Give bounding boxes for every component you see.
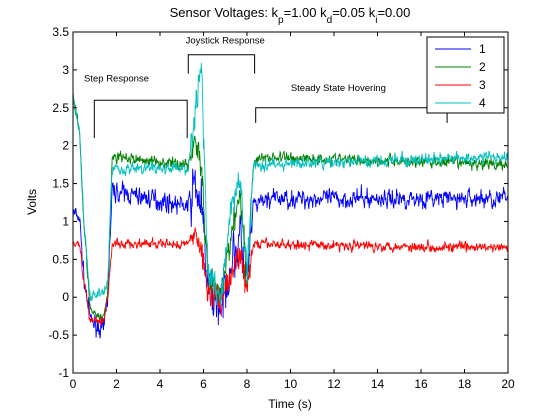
legend-box	[426, 36, 505, 114]
annotation-bracket-2	[187, 54, 256, 74]
y-tick-label: -1	[58, 366, 69, 380]
y-tick-label: 3	[62, 63, 69, 77]
y-tick-label: 1	[62, 214, 69, 228]
y-tick-label: -0.5	[48, 328, 69, 342]
legend-label-2: 2	[479, 60, 486, 74]
annotation-label-3: Steady State Hovering	[291, 83, 386, 94]
y-tick-label: 3.5	[52, 25, 69, 39]
annotation-bracket-3	[255, 107, 448, 123]
chart-title: Sensor Voltages: kp=1.00 kd=0.05 ki=0.00	[170, 5, 411, 26]
x-tick-label: 0	[70, 377, 77, 391]
legend-label-1: 1	[479, 42, 486, 56]
x-tick-label: 10	[284, 377, 298, 391]
x-tick-label: 2	[113, 377, 120, 391]
x-axis-label: Time (s)	[268, 397, 312, 411]
series-line-4	[72, 62, 509, 306]
series-line-2	[72, 91, 509, 323]
series-line-1	[72, 168, 509, 339]
x-tick-label: 4	[157, 377, 164, 391]
x-tick-label: 8	[244, 377, 251, 391]
legend-label-3: 3	[479, 78, 486, 92]
x-tick-label: 12	[327, 377, 341, 391]
y-tick-label: 0.5	[52, 252, 69, 266]
legend: 1 2 3 4	[426, 36, 505, 114]
legend-label-4: 4	[479, 96, 486, 110]
x-tick-label: 20	[501, 377, 515, 391]
annotation-label-1: Step Response	[84, 73, 149, 84]
series-line-3	[72, 226, 509, 326]
x-tick-label: 18	[458, 377, 472, 391]
plot-area: 0 2 4 6 8 10 12 14 16 18 20-1-0.500.511.522.533.5S…	[48, 25, 515, 391]
x-tick-label: 16	[414, 377, 428, 391]
y-tick-label: 2	[62, 139, 69, 153]
y-tick-label: 0	[62, 290, 69, 304]
annotation-label-2: Joystick Response	[186, 35, 265, 46]
x-tick-label: 14	[371, 377, 385, 391]
annotation-bracket-1	[93, 99, 188, 139]
x-tick-label: 6	[200, 377, 207, 391]
y-tick-label: 1.5	[52, 177, 69, 191]
y-tick-label: 2.5	[52, 101, 69, 115]
y-axis-label: Volts	[25, 189, 39, 215]
